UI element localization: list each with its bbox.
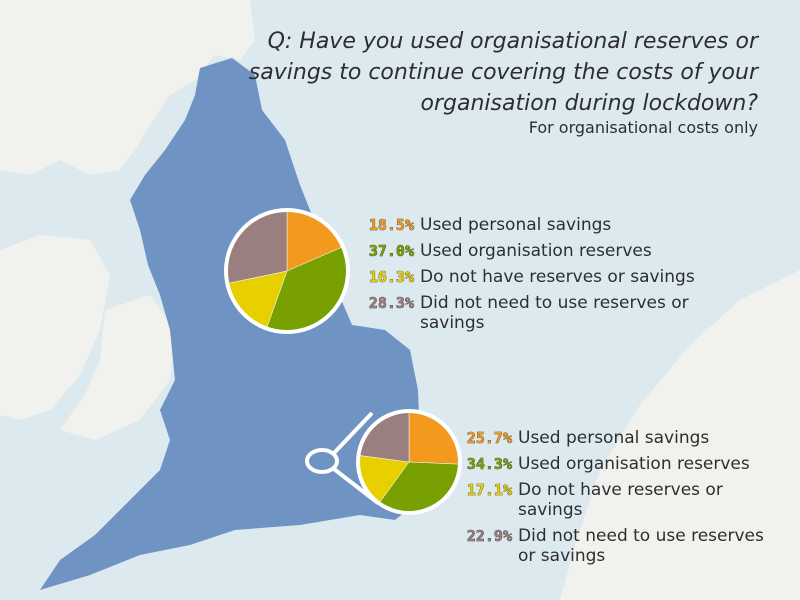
legend-value: 28.3% bbox=[368, 294, 415, 313]
legend-value: 17.1% bbox=[466, 481, 513, 500]
scotland-landmass bbox=[0, 0, 255, 175]
legend-item: 28.3% Did not need to use reserves or sav… bbox=[348, 293, 720, 333]
pie-chart-overall bbox=[224, 208, 350, 334]
legend-value: 22.9% bbox=[466, 527, 513, 546]
legend-value: 34.3% bbox=[466, 455, 513, 474]
legend-item: 37.0% Used organisation reserves bbox=[348, 241, 720, 261]
legend-item: 25.7% Used personal savings bbox=[446, 428, 778, 448]
legend-value: 25.7% bbox=[466, 429, 513, 448]
wales-landmass bbox=[60, 295, 175, 440]
chart-subtitle: For organisational costs only bbox=[528, 118, 758, 137]
legend-label: Used organisation reserves bbox=[518, 454, 750, 474]
ireland-landmass bbox=[0, 235, 110, 420]
legend-value: 18.5% bbox=[368, 216, 415, 235]
pie-chart-region bbox=[356, 409, 462, 515]
pie-outline bbox=[224, 208, 350, 334]
legend-item: 22.9% Did not need to use reserves or sav… bbox=[446, 526, 778, 566]
legend-value: 37.0% bbox=[368, 242, 415, 261]
legend-item: 16.3% Do not have reserves or savings bbox=[348, 267, 720, 287]
legend-value: 16.3% bbox=[368, 268, 415, 287]
legend-label: Do not have reserves or savings bbox=[518, 480, 723, 520]
chart-title: Q: Have you used organisational reserves… bbox=[248, 29, 758, 116]
europe-landmass bbox=[560, 270, 800, 600]
legend-label: Used personal savings bbox=[518, 428, 710, 448]
legend-item: 18.5% Used personal savings bbox=[348, 215, 720, 235]
legend-label: Did not need to use reserves or savings bbox=[420, 293, 689, 333]
legend-label: Used organisation reserves bbox=[420, 241, 652, 261]
legend-label: Used personal savings bbox=[420, 215, 612, 235]
legend-label: Do not have reserves or savings bbox=[420, 267, 695, 287]
legend-label: Did not need to use reserves or savings bbox=[518, 526, 764, 566]
legend-item: 34.3% Used organisation reserves bbox=[446, 454, 778, 474]
pie-outline bbox=[356, 409, 462, 515]
england-landmass bbox=[40, 58, 430, 590]
legend-item: 17.1% Do not have reserves or savings bbox=[446, 480, 778, 520]
